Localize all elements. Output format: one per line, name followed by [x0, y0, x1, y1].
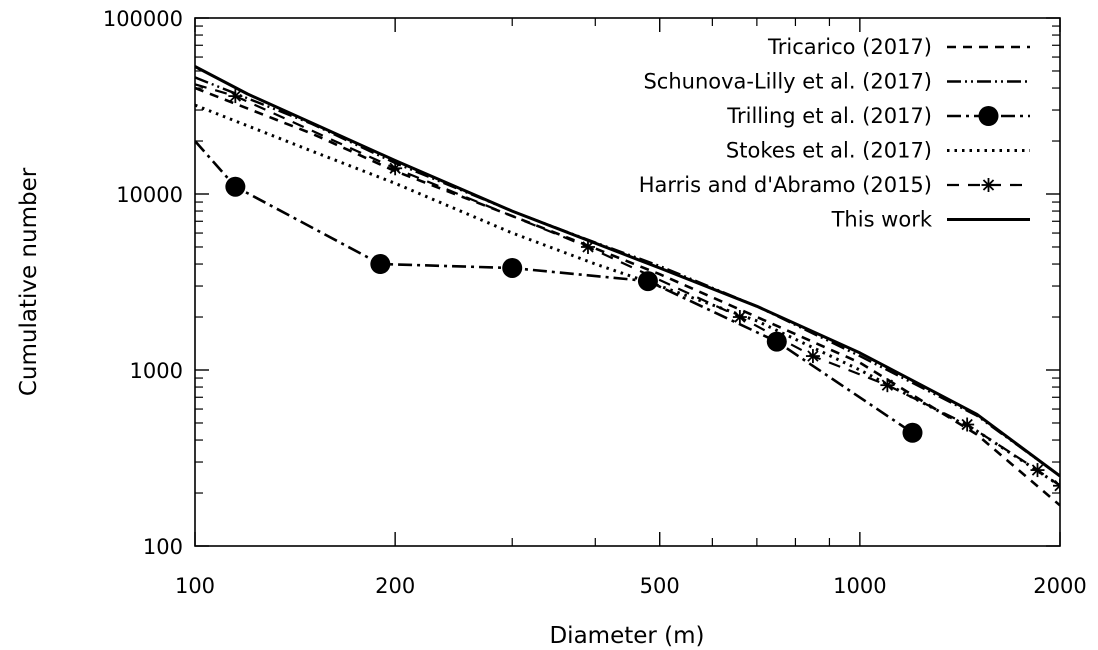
y-axis-title: Cumulative number [16, 167, 42, 396]
x-tick-label: 1000 [833, 574, 886, 598]
legend-label: Schunova-Lilly et al. (2017) [643, 70, 932, 94]
legend-marker [978, 106, 999, 126]
y-tick-label: 1000 [130, 359, 183, 383]
series-trilling-et-al-2017-point [370, 254, 391, 275]
legend-item-tricarico-2017: Tricarico (2017) [767, 35, 1030, 59]
series-schunova-lilly-et-al-2017 [195, 76, 1060, 477]
series-harris-and-d-abramo-2015-point [880, 378, 895, 393]
legend-item-this-work: This work [831, 208, 1030, 232]
legend-label: Stokes et al. (2017) [726, 139, 932, 163]
y-tick-label: 10000 [116, 183, 183, 207]
x-tick-label: 200 [375, 574, 415, 598]
series-stokes-et-al-2017-line [195, 103, 1060, 487]
x-axis-title: Diameter (m) [549, 623, 704, 649]
legend: Tricarico (2017) Schunova-Lilly et al. (2… [639, 35, 1030, 232]
series-lines [195, 65, 1060, 507]
legend-label: Tricarico (2017) [767, 35, 932, 59]
series-harris-and-d-abramo-2015-point [228, 89, 243, 104]
series-harris-and-d-abramo-2015-point [960, 417, 975, 432]
series-trilling-et-al-2017-point [502, 257, 523, 278]
series-tricarico-2017 [195, 86, 1060, 507]
x-tick-labels: 100 200 500 1000 2000 [175, 574, 1087, 598]
series-trilling-et-al-2017-point [225, 176, 246, 197]
legend-marker [981, 178, 996, 192]
plot-frame [194, 17, 1061, 547]
series-harris-and-d-abramo-2015-point [1030, 463, 1045, 478]
series-trilling-et-al-2017-point [637, 271, 658, 292]
series-harris-and-d-abramo-2015-line [195, 83, 1060, 487]
y-tick-label: 100 [143, 535, 183, 559]
series-this-work-line [195, 65, 1060, 478]
legend-label: Trilling et al. (2017) [726, 104, 932, 128]
series-harris-and-d-abramo-2015-point [732, 310, 747, 325]
series-trilling-et-al-2017-point [902, 422, 923, 443]
y-tick-label: 100000 [103, 7, 183, 31]
series-tricarico-2017-line [195, 86, 1060, 507]
series-harris-and-d-abramo-2015-point [805, 349, 820, 364]
series-harris-and-d-abramo-2015-point [388, 161, 403, 176]
x-tick-label: 100 [175, 574, 215, 598]
axis-ticks [194, 17, 1061, 547]
legend-item-harris-and-d-abramo-2015: Harris and d'Abramo (2015) [639, 173, 1030, 197]
series-trilling-et-al-2017-point [766, 331, 787, 352]
x-tick-label: 2000 [1033, 574, 1086, 598]
legend-item-schunova-lilly-et-al-2017: Schunova-Lilly et al. (2017) [643, 70, 1030, 94]
series-trilling-et-al-2017 [195, 140, 923, 443]
legend-label: This work [831, 208, 933, 232]
series-harris-and-d-abramo-2015-point [1053, 478, 1060, 493]
y-tick-labels: 100 1000 10000 100000 [103, 7, 183, 559]
legend-label: Harris and d'Abramo (2015) [639, 173, 932, 197]
series-harris-and-d-abramo-2015-point [580, 239, 595, 254]
series-schunova-lilly-et-al-2017-line [195, 76, 1060, 477]
series-stokes-et-al-2017 [195, 103, 1060, 487]
legend-item-trilling-et-al-2017: Trilling et al. (2017) [726, 104, 1030, 128]
x-tick-label: 500 [640, 574, 680, 598]
series-harris-and-d-abramo-2015 [195, 83, 1060, 493]
legend-item-stokes-et-al-2017: Stokes et al. (2017) [726, 139, 1030, 163]
series-this-work [195, 65, 1060, 478]
